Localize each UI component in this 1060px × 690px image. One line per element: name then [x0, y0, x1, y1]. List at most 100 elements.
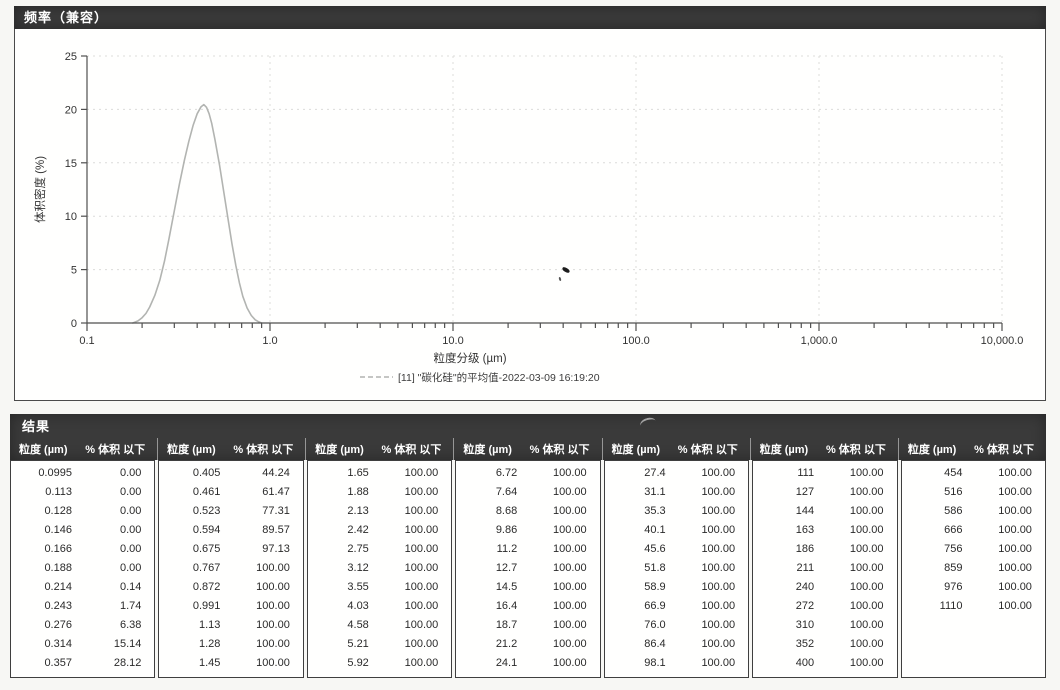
- results-header: 结果 粒度 (µm) % 体积 以下 粒度 (µm) % 体积 以下 粒度 (µm) % …: [10, 414, 1046, 460]
- size-cell: 0.523: [192, 505, 221, 517]
- result-row: 1.28 100.00: [159, 635, 302, 654]
- size-cell: 272: [795, 600, 815, 612]
- size-cell: 1.88: [347, 486, 369, 498]
- x-axis-title: 粒度分级 (µm): [433, 351, 506, 365]
- result-row: 310 100.00: [753, 616, 896, 635]
- result-row: 111 100.00: [753, 464, 896, 483]
- pct-under-cell: 100.00: [998, 600, 1032, 612]
- pct-under-cell: 15.14: [113, 638, 142, 650]
- size-column-header: 粒度 (µm): [759, 444, 809, 456]
- pct-under-cell: 100.00: [553, 505, 587, 517]
- result-row: 1.13 100.00: [159, 616, 302, 635]
- pct-under-cell: 77.31: [262, 505, 290, 517]
- size-cell: 352: [795, 638, 815, 650]
- pct-under-column-header: % 体积 以下: [825, 444, 886, 456]
- result-row: 859 100.00: [902, 559, 1045, 578]
- x-tick-label: 100.0: [622, 335, 650, 347]
- size-cell: 859: [944, 562, 963, 574]
- size-cell: 8.68: [495, 505, 518, 517]
- pct-under-cell: 100.00: [553, 543, 587, 555]
- size-cell: 1.45: [198, 657, 221, 669]
- result-row: 352 100.00: [753, 635, 896, 654]
- size-cell: 0.357: [44, 657, 72, 669]
- pct-under-cell: 100.00: [849, 657, 884, 669]
- pct-under-cell: 100.00: [404, 562, 439, 574]
- result-row: 16.4 100.00: [456, 597, 599, 616]
- pct-under-cell: 100.00: [553, 657, 587, 669]
- size-cell: 454: [944, 467, 963, 479]
- result-row: 9.86 100.00: [456, 521, 599, 540]
- results-column-headers: 粒度 (µm) % 体积 以下 粒度 (µm) % 体积 以下 粒度 (µm) % 体积 …: [10, 438, 1046, 460]
- pct-under-cell: 89.57: [262, 524, 290, 536]
- size-cell: 186: [795, 543, 815, 555]
- pct-under-cell: 100.00: [701, 619, 736, 631]
- pct-under-cell: 100.00: [701, 600, 736, 612]
- pct-under-column-header: % 体积 以下: [233, 444, 294, 456]
- results-group: 1.65 100.00 1.88 100.00 2.13 100.00 2.42 100.00…: [306, 460, 453, 678]
- size-cell: 310: [795, 619, 815, 631]
- result-row: 976 100.00: [902, 578, 1045, 597]
- size-cell: 5.21: [347, 638, 369, 650]
- size-cell: 127: [795, 486, 815, 498]
- size-cell: 21.2: [495, 638, 518, 650]
- result-row: 31.1 100.00: [605, 483, 748, 502]
- size-cell: 586: [944, 505, 963, 517]
- size-cell: 1.13: [198, 619, 221, 631]
- pct-under-cell: 100.00: [998, 562, 1032, 574]
- result-row: 45.6 100.00: [605, 540, 748, 559]
- pct-under-cell: 44.24: [262, 467, 290, 479]
- result-row: 0.461 61.47: [159, 483, 302, 502]
- size-cell: 7.64: [495, 486, 518, 498]
- pct-under-cell: 100.00: [998, 505, 1032, 517]
- result-row: 0.767 100.00: [159, 559, 302, 578]
- pct-under-cell: 100.00: [404, 467, 439, 479]
- size-cell: 144: [795, 505, 815, 517]
- size-cell: 2.13: [347, 505, 369, 517]
- results-group-header: 粒度 (µm) % 体积 以下: [897, 438, 1046, 460]
- pct-under-cell: 100.00: [404, 600, 439, 612]
- result-row: 1.65 100.00: [308, 464, 451, 483]
- result-row: 27.4 100.00: [605, 464, 748, 483]
- pct-under-cell: 100.00: [998, 543, 1032, 555]
- pct-under-cell: 100.00: [998, 581, 1032, 593]
- pct-under-cell: 100.00: [256, 619, 290, 631]
- result-row: 0.113 0.00: [11, 483, 154, 502]
- result-row: 0.594 89.57: [159, 521, 302, 540]
- size-cell: 0.0995: [38, 467, 72, 479]
- result-row: 12.7 100.00: [456, 559, 599, 578]
- size-cell: 12.7: [495, 562, 518, 574]
- pct-under-cell: 100.00: [701, 486, 736, 498]
- result-row: 240 100.00: [753, 578, 896, 597]
- pct-under-cell: 100.00: [701, 657, 736, 669]
- pct-under-cell: 100.00: [998, 486, 1032, 498]
- pct-under-cell: 100.00: [701, 562, 736, 574]
- pct-under-cell: 100.00: [849, 505, 884, 517]
- results-group: 111 100.00 127 100.00 144 100.00 163 100.00 186 1…: [752, 460, 898, 678]
- result-row: 35.3 100.00: [605, 502, 748, 521]
- chart-area: 0 5 10 15 20 25 0.1 1.0 10.0 100.0 1,000.0 10,000.0…: [14, 29, 1046, 401]
- size-cell: 976: [944, 581, 963, 593]
- result-row: 0.214 0.14: [11, 578, 154, 597]
- density-curve: [132, 103, 263, 324]
- result-row: 3.55 100.00: [308, 578, 451, 597]
- result-row: 1.45 100.00: [159, 654, 302, 673]
- size-cell: 0.276: [44, 619, 72, 631]
- pct-under-cell: 100.00: [404, 543, 439, 555]
- y-tick-label: 25: [65, 51, 77, 63]
- result-row: 4.58 100.00: [308, 616, 451, 635]
- x-tick-label: 1,000.0: [801, 335, 838, 347]
- pct-under-cell: 100.00: [553, 619, 587, 631]
- result-row: 8.68 100.00: [456, 502, 599, 521]
- result-row: 3.12 100.00: [308, 559, 451, 578]
- result-row: 756 100.00: [902, 540, 1045, 559]
- size-column-header: 粒度 (µm): [19, 444, 68, 456]
- result-row: 516 100.00: [902, 483, 1045, 502]
- pct-under-cell: 100.00: [256, 657, 290, 669]
- pct-under-cell: 1.74: [119, 600, 142, 612]
- pct-under-cell: 0.14: [119, 581, 142, 593]
- size-cell: 0.594: [192, 524, 221, 536]
- pct-under-cell: 100.00: [701, 505, 736, 517]
- size-cell: 27.4: [644, 467, 666, 479]
- size-cell: 76.0: [644, 619, 666, 631]
- pct-under-cell: 100.00: [404, 486, 439, 498]
